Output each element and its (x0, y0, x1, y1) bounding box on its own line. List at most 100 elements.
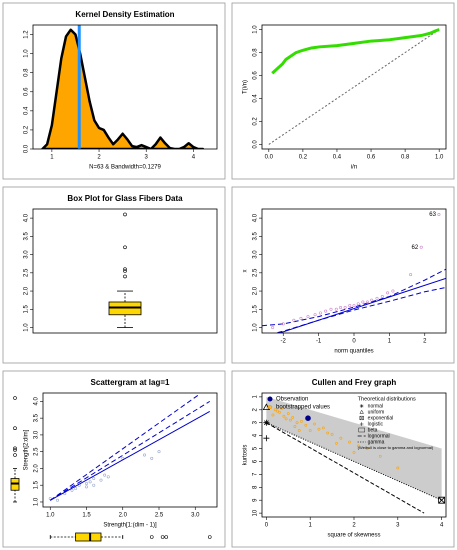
point (286, 412, 290, 416)
point (370, 298, 374, 302)
outlier (123, 245, 127, 250)
point (70, 488, 74, 492)
outlier (149, 535, 154, 539)
x-tick-label: 0 (352, 339, 356, 345)
plot-frame (32, 24, 218, 150)
y-tick-label: 2.0 (24, 286, 30, 295)
point (386, 291, 390, 295)
outlier (123, 269, 127, 273)
point (313, 422, 316, 426)
outlier (13, 426, 17, 431)
point (334, 307, 338, 311)
legend-label: normal (368, 403, 383, 409)
x-tick-label: 0.4 (333, 155, 342, 161)
y-tick-label: 0.6 (253, 71, 259, 80)
point (308, 429, 312, 432)
legend-symbol (268, 405, 272, 409)
dist-point (263, 419, 270, 426)
point (150, 456, 154, 460)
point (280, 407, 284, 410)
outlier (160, 535, 165, 539)
point (321, 426, 325, 430)
x-tick-label: -2 (281, 339, 287, 345)
point (306, 315, 310, 319)
y-tick-label: 0.0 (24, 144, 30, 153)
point (352, 304, 356, 308)
y-tick-label: 1.2 (24, 30, 30, 39)
point (297, 429, 301, 432)
panel-border (2, 186, 226, 364)
y-tick-label: 0.8 (24, 68, 30, 77)
outlier (13, 396, 17, 400)
legend-symbol (359, 415, 364, 421)
point (335, 441, 338, 445)
y-tick-label: 3.5 (253, 232, 259, 241)
point (88, 480, 92, 484)
y-tick-label: 0.0 (253, 140, 259, 149)
y-tick-label: 4.0 (24, 213, 30, 222)
point (106, 475, 110, 479)
point (273, 408, 277, 412)
point (157, 450, 161, 454)
reference-line (274, 286, 446, 333)
dist-point (262, 403, 271, 411)
x-tick-label: 3 (145, 155, 149, 161)
point (409, 273, 413, 277)
outlier (123, 212, 127, 217)
y-tick-label: 3.0 (34, 430, 40, 439)
legend-label: gamma (368, 439, 385, 445)
y-tick-label: 0.4 (253, 94, 259, 103)
outlier (207, 535, 212, 539)
beta-region (266, 396, 442, 501)
outlier (13, 446, 17, 451)
chart-title: Cullen and Frey graph (312, 378, 397, 387)
y-tick-label: 10 (253, 509, 259, 516)
point (352, 451, 356, 454)
x-tick-label: 1 (50, 155, 54, 161)
plot-frame (261, 24, 447, 150)
point-label: 62 (412, 245, 419, 251)
point (291, 416, 295, 419)
y-tick-label: 2.0 (34, 464, 40, 473)
panel-border (231, 2, 455, 180)
point (271, 413, 275, 417)
plot-frame (32, 208, 218, 334)
x-tick-label: 0.6 (367, 155, 376, 161)
point (282, 414, 286, 418)
point (92, 476, 96, 480)
reference-line (266, 422, 425, 514)
x-tick-label: 4 (440, 523, 444, 529)
point (299, 316, 303, 320)
point (396, 466, 400, 470)
point-label: 63 (429, 212, 436, 218)
point (356, 444, 360, 448)
reference-line (49, 394, 200, 501)
x-tick-label: 2 (97, 155, 101, 161)
dist-point (263, 435, 270, 442)
y-tick-label: 2.5 (24, 268, 30, 277)
outlier (13, 453, 17, 457)
x-tick-label: 1 (309, 523, 313, 529)
y-tick-label: 2.5 (253, 268, 259, 277)
chart-title: Scattergram at lag=1 (91, 378, 170, 387)
point (295, 421, 299, 425)
point (330, 432, 334, 436)
plot-frame (261, 208, 447, 334)
legend-label: uniform (368, 409, 385, 415)
x-axis-label: norm quantiles (334, 349, 373, 355)
panel-border (2, 370, 226, 548)
point (365, 300, 369, 304)
y-tick-label: 4.0 (253, 213, 259, 222)
reference-line (49, 400, 211, 501)
reference-line (266, 422, 442, 501)
x-tick-label: 1.5 (82, 513, 91, 519)
y-tick-label: 1.0 (253, 25, 259, 34)
x-tick-label: 3.0 (191, 513, 200, 519)
x-tick-label: 1.0 (435, 155, 444, 161)
legend-title: Theoretical distributions (358, 396, 416, 402)
point (339, 436, 343, 440)
panel-border (2, 2, 226, 180)
x-tick-label: 0.2 (299, 155, 308, 161)
point (317, 427, 321, 431)
chart-title: Box Plot for Glass Fibers Data (67, 194, 183, 203)
